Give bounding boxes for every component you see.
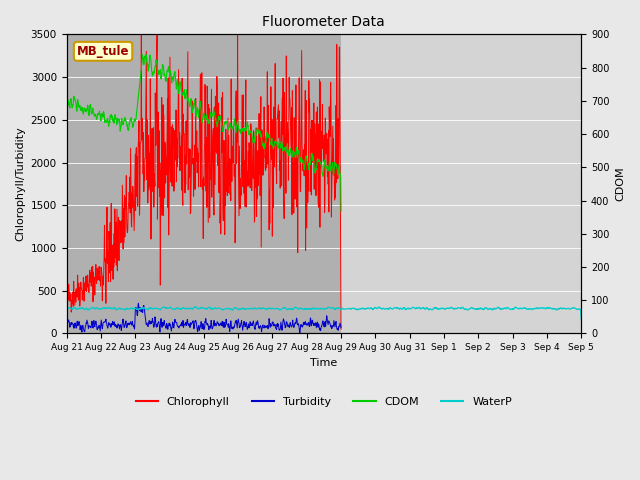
X-axis label: Time: Time — [310, 358, 337, 368]
Y-axis label: CDOM: CDOM — [615, 167, 625, 201]
Title: Fluorometer Data: Fluorometer Data — [262, 15, 385, 29]
Text: MB_tule: MB_tule — [77, 45, 129, 58]
Y-axis label: Chlorophyll/Turbidity: Chlorophyll/Turbidity — [15, 127, 25, 241]
Bar — [67, 35, 341, 334]
Bar — [67, 35, 581, 334]
Legend: Chlorophyll, Turbidity, CDOM, WaterP: Chlorophyll, Turbidity, CDOM, WaterP — [131, 393, 516, 412]
